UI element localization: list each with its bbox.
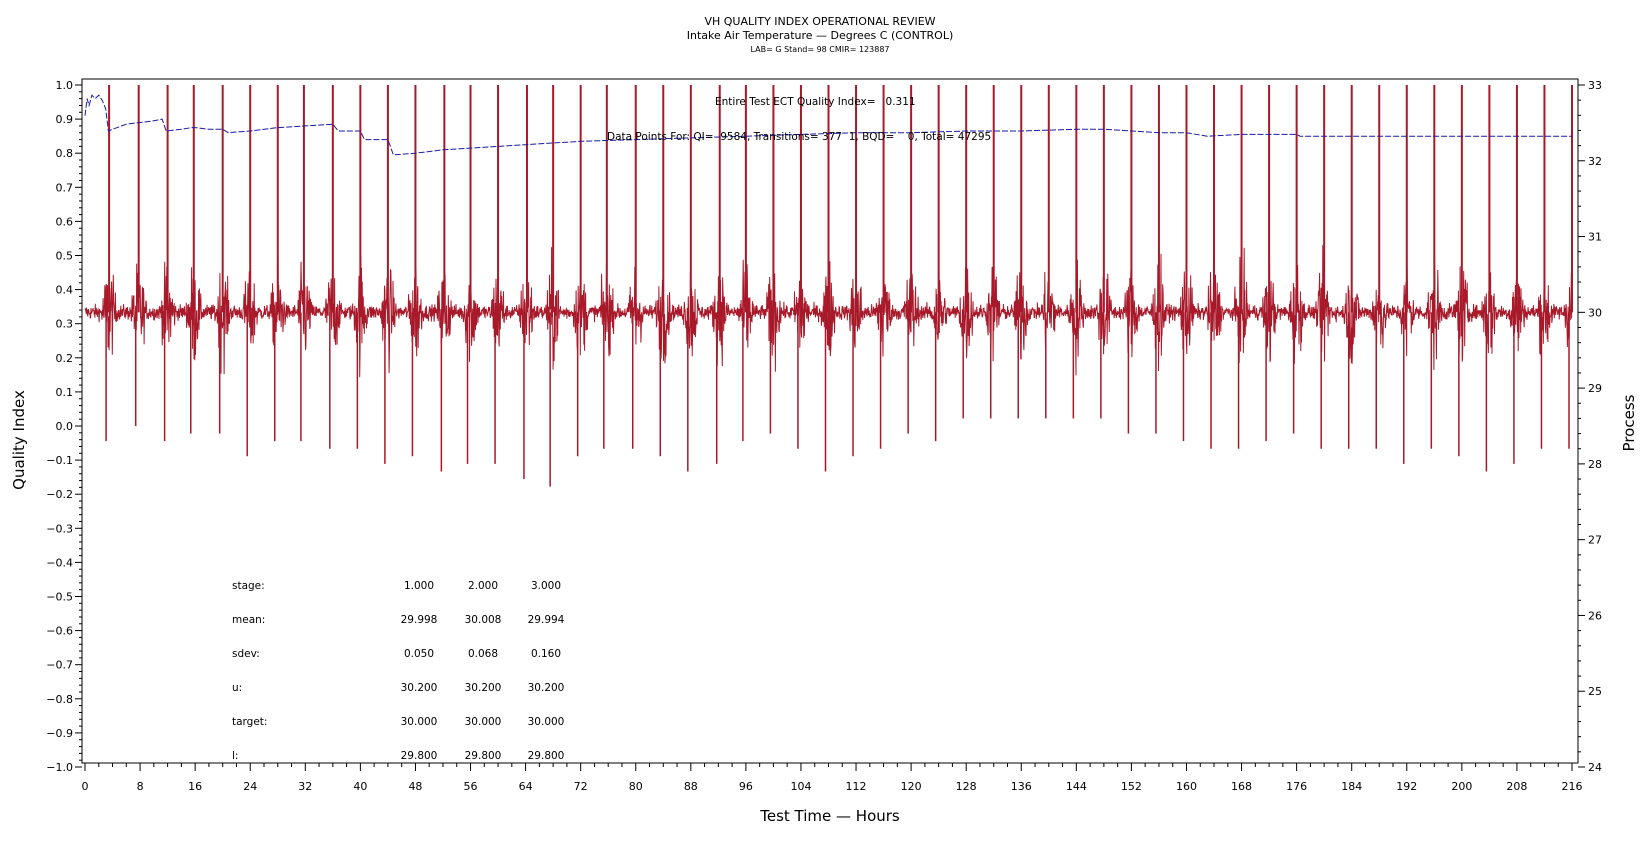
x-tick-label: 96 (739, 780, 753, 793)
stats-cell: 3.000 (531, 580, 561, 592)
stats-table: stage: 1.000 2.000 3.000 mean: 29.998 30.008 29… (232, 580, 565, 762)
x-tick-label: 200 (1451, 780, 1472, 793)
x-tick-label: 88 (684, 780, 698, 793)
y-right-tick-label: 33 (1588, 79, 1602, 92)
y-axis-left: 1.0 0.9 0.8 0.7 0.6 0.5 0.4 0.3 0.2 0.1 0.0 −0.1 −0.… (46, 79, 82, 774)
y-left-tick-label: 0.2 (56, 352, 74, 365)
y-axis-left-title: Quality Index (10, 390, 28, 490)
y-right-tick-label: 32 (1588, 155, 1602, 168)
x-axis: 0 8 16 24 32 40 48 56 64 72 80 88 96 104 112 120 128 136 1… (82, 763, 1583, 793)
stats-cell: 29.994 (528, 614, 565, 626)
y-left-tick-label: 0.4 (56, 284, 74, 297)
stats-row-label: l: (232, 750, 238, 762)
stats-cell: 1.000 (404, 580, 434, 592)
y-left-tick-label: −0.3 (46, 522, 73, 535)
x-tick-label: 8 (137, 780, 144, 793)
y-left-tick-label: 0.7 (56, 181, 74, 194)
x-tick-label: 32 (298, 780, 312, 793)
x-tick-label: 192 (1396, 780, 1417, 793)
x-tick-label: 160 (1176, 780, 1197, 793)
process-series (84, 85, 1573, 487)
y-left-tick-label: 0.0 (56, 420, 74, 433)
quality-index-annotation: Entire Test ECT Quality Index= 0.311 (715, 96, 916, 108)
y-left-tick-label: −0.2 (46, 488, 73, 501)
stats-cell: 29.800 (528, 750, 565, 762)
quality-index-line (84, 94, 1572, 156)
data-points-annotation: Data Points For: QI= 9584, Transitions= … (607, 131, 991, 143)
stats-cell: 29.800 (401, 750, 438, 762)
y-left-tick-label: −1.0 (46, 761, 73, 774)
stats-row-label: u: (232, 682, 242, 694)
y-left-tick-label: 0.6 (56, 215, 74, 228)
x-tick-label: 184 (1341, 780, 1362, 793)
chart-title: VH QUALITY INDEX OPERATIONAL REVIEW (704, 15, 935, 28)
stats-cell: 30.000 (528, 716, 565, 728)
y-right-tick-label: 30 (1588, 306, 1602, 319)
x-tick-label: 48 (408, 780, 422, 793)
y-axis-right-title: Process (1620, 394, 1638, 451)
stats-row-label: stage: (232, 580, 265, 592)
x-tick-label: 56 (464, 780, 478, 793)
stats-cell: 0.068 (468, 648, 498, 660)
y-right-tick-label: 27 (1588, 534, 1602, 547)
stats-cell: 30.000 (401, 716, 438, 728)
stats-cell: 30.200 (528, 682, 565, 694)
stats-cell: 29.800 (465, 750, 502, 762)
y-right-tick-label: 25 (1588, 685, 1602, 698)
y-left-tick-label: 0.1 (56, 386, 74, 399)
x-tick-label: 0 (82, 780, 89, 793)
y-left-tick-label: −0.1 (46, 454, 73, 467)
y-left-tick-label: −0.6 (46, 625, 73, 638)
y-right-tick-label: 24 (1588, 761, 1602, 774)
x-tick-label: 64 (519, 780, 533, 793)
x-tick-label: 208 (1506, 780, 1527, 793)
y-left-tick-label: −0.7 (46, 659, 73, 672)
y-left-tick-label: 0.3 (56, 318, 74, 331)
x-tick-label: 120 (901, 780, 922, 793)
stats-cell: 2.000 (468, 580, 498, 592)
x-tick-label: 216 (1562, 780, 1583, 793)
x-tick-label: 128 (956, 780, 977, 793)
x-tick-label: 16 (188, 780, 202, 793)
x-tick-label: 168 (1231, 780, 1252, 793)
x-tick-label: 152 (1121, 780, 1142, 793)
x-tick-label: 104 (790, 780, 811, 793)
x-tick-label: 112 (846, 780, 867, 793)
y-left-tick-label: −0.4 (46, 556, 73, 569)
y-left-tick-label: 1.0 (56, 79, 74, 92)
stats-cell: 30.008 (465, 614, 502, 626)
x-tick-label: 176 (1286, 780, 1307, 793)
y-right-tick-label: 31 (1588, 231, 1602, 244)
x-tick-label: 24 (243, 780, 257, 793)
stats-cell: 30.200 (465, 682, 502, 694)
chart-subtitle: Intake Air Temperature — Degrees C (CONT… (687, 29, 954, 42)
x-tick-label: 136 (1011, 780, 1032, 793)
stats-cell: 30.000 (465, 716, 502, 728)
y-left-tick-label: −0.9 (46, 727, 73, 740)
x-axis-title: Test Time — Hours (759, 807, 900, 825)
x-tick-label: 40 (353, 780, 367, 793)
stats-row-label: mean: (232, 614, 265, 626)
y-left-tick-label: −0.5 (46, 591, 73, 604)
y-left-tick-label: −0.8 (46, 693, 73, 706)
x-tick-label: 144 (1066, 780, 1087, 793)
chart-info-line: LAB= G Stand= 98 CMIR= 123887 (750, 45, 889, 54)
y-right-tick-label: 28 (1588, 458, 1602, 471)
stats-row-label: target: (232, 716, 267, 728)
y-left-tick-label: 0.9 (56, 113, 74, 126)
stats-row-label: sdev: (232, 648, 260, 660)
plot-frame (81, 78, 1579, 764)
y-right-tick-label: 29 (1588, 382, 1602, 395)
stats-cell: 0.160 (531, 648, 561, 660)
stats-cell: 0.050 (404, 648, 434, 660)
y-left-tick-label: 0.5 (56, 250, 74, 263)
stats-cell: 30.200 (401, 682, 438, 694)
stats-cell: 29.998 (401, 614, 438, 626)
x-tick-label: 72 (574, 780, 588, 793)
y-right-tick-label: 26 (1588, 609, 1602, 622)
x-tick-label: 80 (629, 780, 643, 793)
y-axis-right: 33 32 31 30 29 28 27 26 25 24 (1578, 79, 1602, 774)
y-left-tick-label: 0.8 (56, 147, 74, 160)
